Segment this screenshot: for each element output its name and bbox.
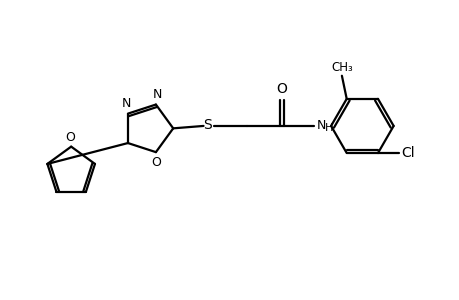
Text: N: N [121, 97, 130, 110]
Text: CH₃: CH₃ [330, 61, 352, 74]
Text: S: S [203, 118, 212, 133]
Text: O: O [151, 156, 161, 169]
Text: O: O [276, 82, 287, 96]
Text: Cl: Cl [401, 146, 414, 160]
Text: N: N [153, 88, 162, 101]
Text: H: H [324, 123, 332, 133]
Text: N: N [316, 119, 326, 132]
Text: O: O [65, 131, 74, 144]
